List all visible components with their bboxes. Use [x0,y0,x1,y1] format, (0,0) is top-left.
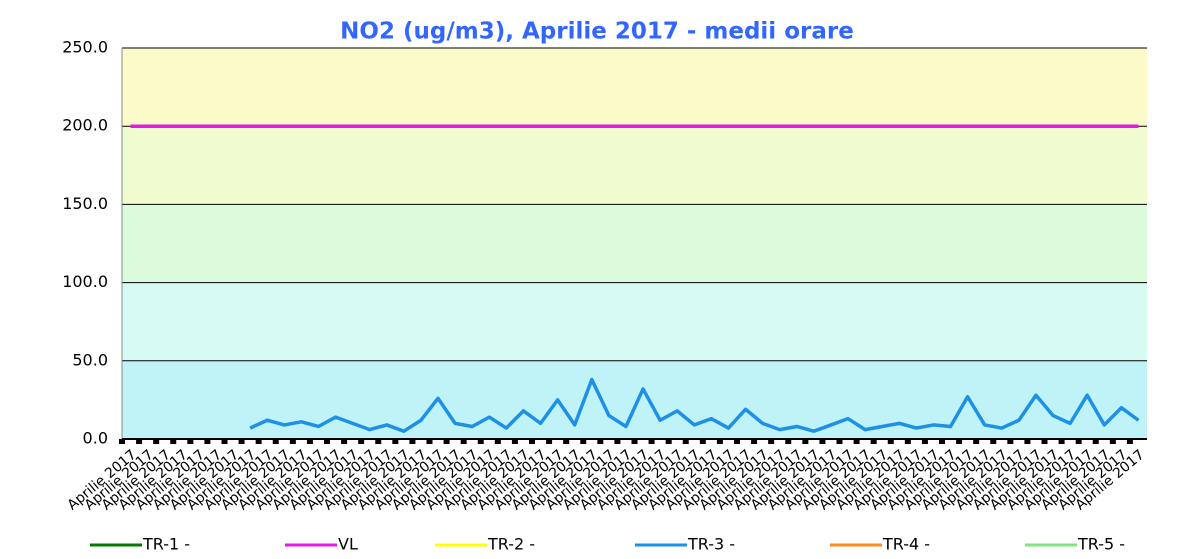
legend-label: TR-2 - [487,535,535,554]
background-band [122,126,1147,205]
background-band [122,282,1147,361]
chart-title: NO2 (ug/m3), Aprilie 2017 - medii orare [340,19,854,45]
y-tick-label: 100.0 [62,272,108,291]
series-line [249,377,1140,433]
background-band [122,360,1147,439]
legend-label: TR-3 - [687,535,735,554]
y-tick-label: 0.0 [83,429,108,448]
y-tick-label: 150.0 [62,194,108,213]
y-tick-label: 50.0 [72,350,108,369]
y-tick-label: 200.0 [62,116,108,135]
legend-label: TR-4 - [882,535,930,554]
background-band [122,204,1147,283]
legend-label: TR-5 - [1077,535,1125,554]
legend-label: VL [338,535,358,554]
background-band [122,48,1147,127]
y-tick-label: 250.0 [62,38,108,57]
legend-label: TR-1 - [142,535,190,554]
